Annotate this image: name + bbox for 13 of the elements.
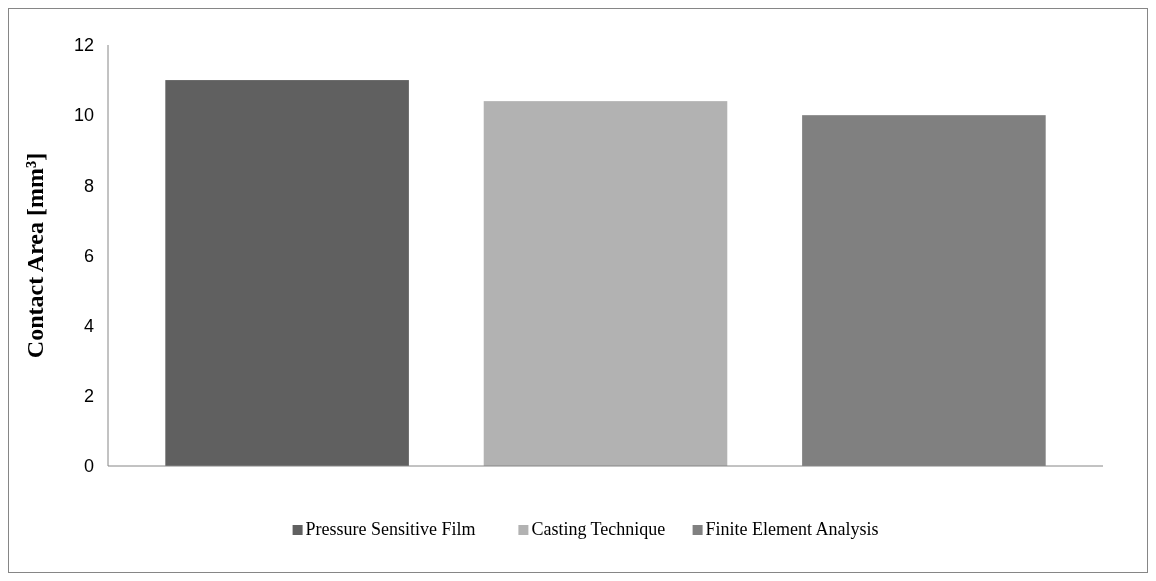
y-axis-title: Contact Area [mm³] (22, 152, 48, 359)
y-tick-label: 0 (83, 456, 94, 477)
y-tick-label: 6 (83, 245, 94, 266)
y-tick-label: 2 (83, 386, 94, 407)
legend-label: Pressure Sensitive Film (305, 519, 476, 539)
y-tick-label: 10 (73, 105, 94, 126)
y-tick-label: 12 (73, 35, 94, 56)
bar (483, 101, 728, 466)
bar (165, 80, 409, 466)
legend-label: Casting Technique (531, 519, 666, 539)
legend-label: Finite Element Analysis (705, 519, 879, 539)
y-tick-label: 4 (83, 315, 94, 336)
y-tick-label: 8 (83, 175, 94, 196)
